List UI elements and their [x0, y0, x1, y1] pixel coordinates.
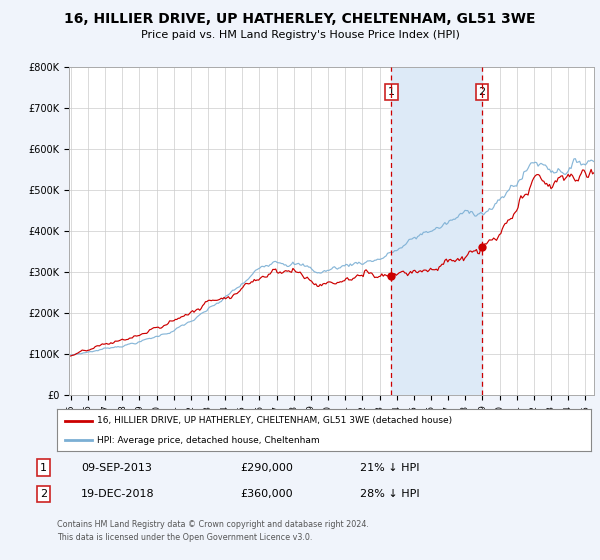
- Text: 21% ↓ HPI: 21% ↓ HPI: [360, 463, 419, 473]
- Text: HPI: Average price, detached house, Cheltenham: HPI: Average price, detached house, Chel…: [97, 436, 320, 445]
- Text: 1: 1: [40, 463, 47, 473]
- Text: This data is licensed under the Open Government Licence v3.0.: This data is licensed under the Open Gov…: [57, 533, 313, 542]
- Text: 2: 2: [40, 489, 47, 499]
- Text: £360,000: £360,000: [240, 489, 293, 499]
- Text: 09-SEP-2013: 09-SEP-2013: [81, 463, 152, 473]
- Text: 16, HILLIER DRIVE, UP HATHERLEY, CHELTENHAM, GL51 3WE (detached house): 16, HILLIER DRIVE, UP HATHERLEY, CHELTEN…: [97, 416, 452, 425]
- Text: 2: 2: [478, 87, 485, 97]
- Text: 16, HILLIER DRIVE, UP HATHERLEY, CHELTENHAM, GL51 3WE: 16, HILLIER DRIVE, UP HATHERLEY, CHELTEN…: [64, 12, 536, 26]
- Text: 19-DEC-2018: 19-DEC-2018: [81, 489, 155, 499]
- Text: Contains HM Land Registry data © Crown copyright and database right 2024.: Contains HM Land Registry data © Crown c…: [57, 520, 369, 529]
- Text: £290,000: £290,000: [240, 463, 293, 473]
- Bar: [391, 67, 482, 395]
- Text: 28% ↓ HPI: 28% ↓ HPI: [360, 489, 419, 499]
- Text: Price paid vs. HM Land Registry's House Price Index (HPI): Price paid vs. HM Land Registry's House …: [140, 30, 460, 40]
- Text: 1: 1: [388, 87, 395, 97]
